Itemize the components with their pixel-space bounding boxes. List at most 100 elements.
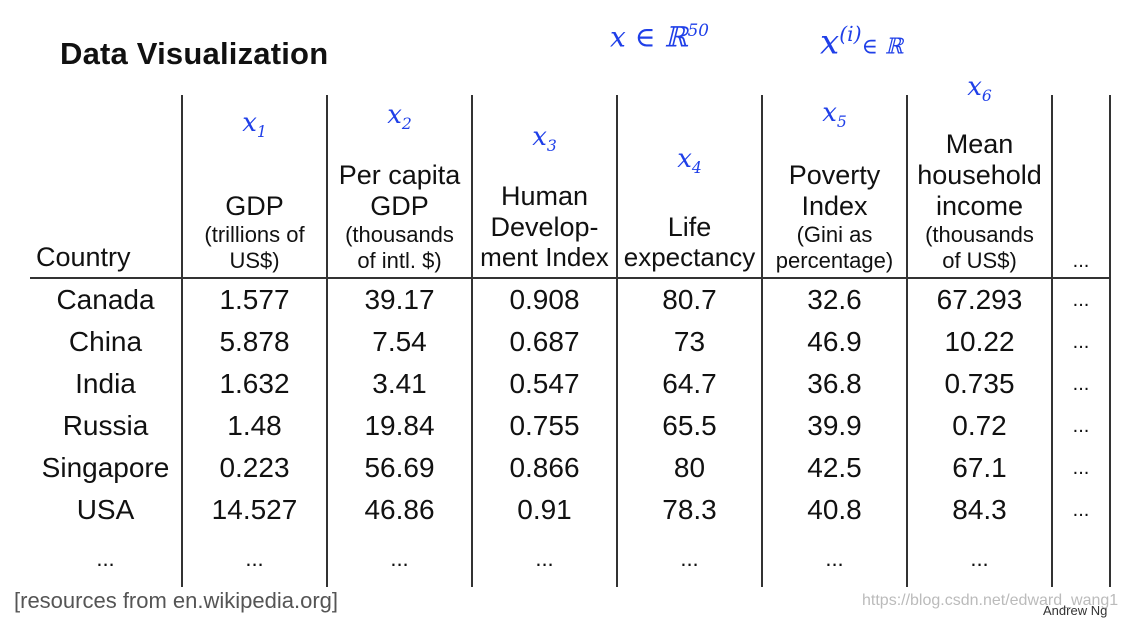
annotation-x-in-r50: x ∈ ℝ50 [610,20,709,53]
cell-life-expectancy: ... [616,531,762,587]
header-life-expectancy: x4 Life expectancy [616,95,762,279]
table-row: India 1.632 3.41 0.547 64.7 36.8 0.735 .… [30,363,1111,405]
header-mean-household-income: x6 Mean household income (thousands of U… [906,72,1052,279]
cell-more: ... [1051,321,1111,363]
header-per-capita-gdp-main2: GDP [370,191,429,222]
cell-life-expectancy: 64.7 [616,363,762,405]
header-per-capita-gdp-sub2: of intl. $) [357,247,442,273]
slide-title: Data Visualization [60,36,329,71]
cell-hdi: 0.866 [471,447,617,489]
cell-mean-household-income: 0.72 [906,405,1052,447]
header-hdi-main: Human [500,181,589,212]
cell-mean-household-income: 0.735 [906,363,1052,405]
data-table: Country x1 GDP (trillions of US$) x2 Per… [30,72,1111,587]
header-life-expectancy-sub1: expectancy [623,242,756,273]
cell-poverty-index: 42.5 [761,447,907,489]
cell-hdi: 0.908 [471,278,617,321]
cell-per-capita-gdp: 46.86 [326,489,472,531]
header-hdi-ink: x3 [532,122,557,156]
cell-poverty-index: 46.9 [761,321,907,363]
cell-mean-household-income: 10.22 [906,321,1052,363]
header-mean-household-income-ink: x6 [967,72,992,106]
table-row: China 5.878 7.54 0.687 73 46.9 10.22 ... [30,321,1111,363]
cell-gdp: 1.48 [181,405,327,447]
header-poverty-index: x5 Poverty Index (Gini as percentage) [761,95,907,279]
header-life-expectancy-ink: x4 [677,144,702,178]
watermark: https://blog.csdn.net/edward_wang1 [862,592,1119,609]
cell-hdi: 0.547 [471,363,617,405]
header-life-expectancy-main: Life [667,212,712,243]
cell-poverty-index: 36.8 [761,363,907,405]
cell-gdp: 1.632 [181,363,327,405]
annotation-xi-text: x [820,22,840,63]
header-mean-household-income-main3: income [935,191,1024,222]
cell-more: ... [1051,363,1111,405]
cell-poverty-index: 40.8 [761,489,907,531]
header-per-capita-gdp-ink: x2 [387,100,412,134]
annotation-x-in-r50-exp: 50 [687,20,709,40]
cell-hdi: ... [471,531,617,587]
cell-country: India [75,368,136,399]
cell-mean-household-income: 67.1 [906,447,1052,489]
annotation-xi-sup: (i) [839,22,862,46]
header-mean-household-income-main2: household [917,160,1042,191]
header-hdi-sub1: ment Index [480,242,609,273]
cell-life-expectancy: 78.3 [616,489,762,531]
cell-per-capita-gdp: 7.54 [326,321,472,363]
header-poverty-index-sub2: percentage) [775,247,894,273]
cell-country: Singapore [41,452,170,483]
cell-per-capita-gdp: ... [326,531,472,587]
header-gdp: x1 GDP (trillions of US$) [181,95,327,279]
cell-more [1051,531,1111,587]
header-gdp-sub1: (trillions of [204,222,305,248]
cell-country: ... [96,546,115,571]
table-row: Russia 1.48 19.84 0.755 65.5 39.9 0.72 .… [30,405,1111,447]
cell-gdp: 5.878 [181,321,327,363]
cell-poverty-index: 39.9 [761,405,907,447]
cell-poverty-index: ... [761,531,907,587]
header-gdp-ink: x1 [242,108,267,142]
header-gdp-sub2: US$) [229,247,280,273]
table-row-ellipsis: ... ... ... ... ... ... ... [30,531,1111,587]
header-poverty-index-main2: Index [801,191,868,222]
annotation-x-in-r50-text: x ∈ ℝ [610,20,688,54]
cell-more: ... [1051,447,1111,489]
cell-more: ... [1051,405,1111,447]
cell-gdp: 0.223 [181,447,327,489]
cell-life-expectancy: 65.5 [616,405,762,447]
cell-life-expectancy: 80 [616,447,762,489]
table-row: USA 14.527 46.86 0.91 78.3 40.8 84.3 ... [30,489,1111,531]
table-row: Canada 1.577 39.17 0.908 80.7 32.6 67.29… [30,278,1111,321]
header-per-capita-gdp-sub1: (thousands [345,222,454,248]
header-row: Country x1 GDP (trillions of US$) x2 Per… [30,72,1111,279]
cell-per-capita-gdp: 19.84 [326,405,472,447]
header-poverty-index-ink: x5 [822,98,847,132]
header-per-capita-gdp: x2 Per capita GDP (thousands of intl. $) [326,95,472,279]
header-more: ... [1051,95,1111,279]
header-gdp-main: GDP [225,191,284,222]
cell-mean-household-income: 84.3 [906,489,1052,531]
cell-hdi: 0.91 [471,489,617,531]
cell-mean-household-income: 67.293 [906,278,1052,321]
header-mean-household-income-sub1: (thousands [925,222,1034,248]
cell-mean-household-income: ... [906,531,1052,587]
header-hdi-main2: Develop- [490,212,599,243]
cell-gdp: ... [181,531,327,587]
cell-more: ... [1051,278,1111,321]
cell-country: Russia [62,410,149,441]
header-poverty-index-sub1: (Gini as [796,222,873,248]
table-row: Singapore 0.223 56.69 0.866 80 42.5 67.1… [30,447,1111,489]
cell-life-expectancy: 73 [616,321,762,363]
cell-per-capita-gdp: 3.41 [326,363,472,405]
annotation-xi-in-r: x(i)∈ ℝ [820,22,903,62]
cell-per-capita-gdp: 56.69 [326,447,472,489]
cell-poverty-index: 32.6 [761,278,907,321]
header-per-capita-gdp-main: Per capita [338,160,461,191]
header-mean-household-income-sub2: of US$) [942,247,1017,273]
cell-life-expectancy: 80.7 [616,278,762,321]
cell-country: USA [76,494,135,525]
annotation-xi-set: ∈ ℝ [861,34,904,60]
cell-hdi: 0.687 [471,321,617,363]
cell-hdi: 0.755 [471,405,617,447]
cell-country: China [68,326,143,357]
